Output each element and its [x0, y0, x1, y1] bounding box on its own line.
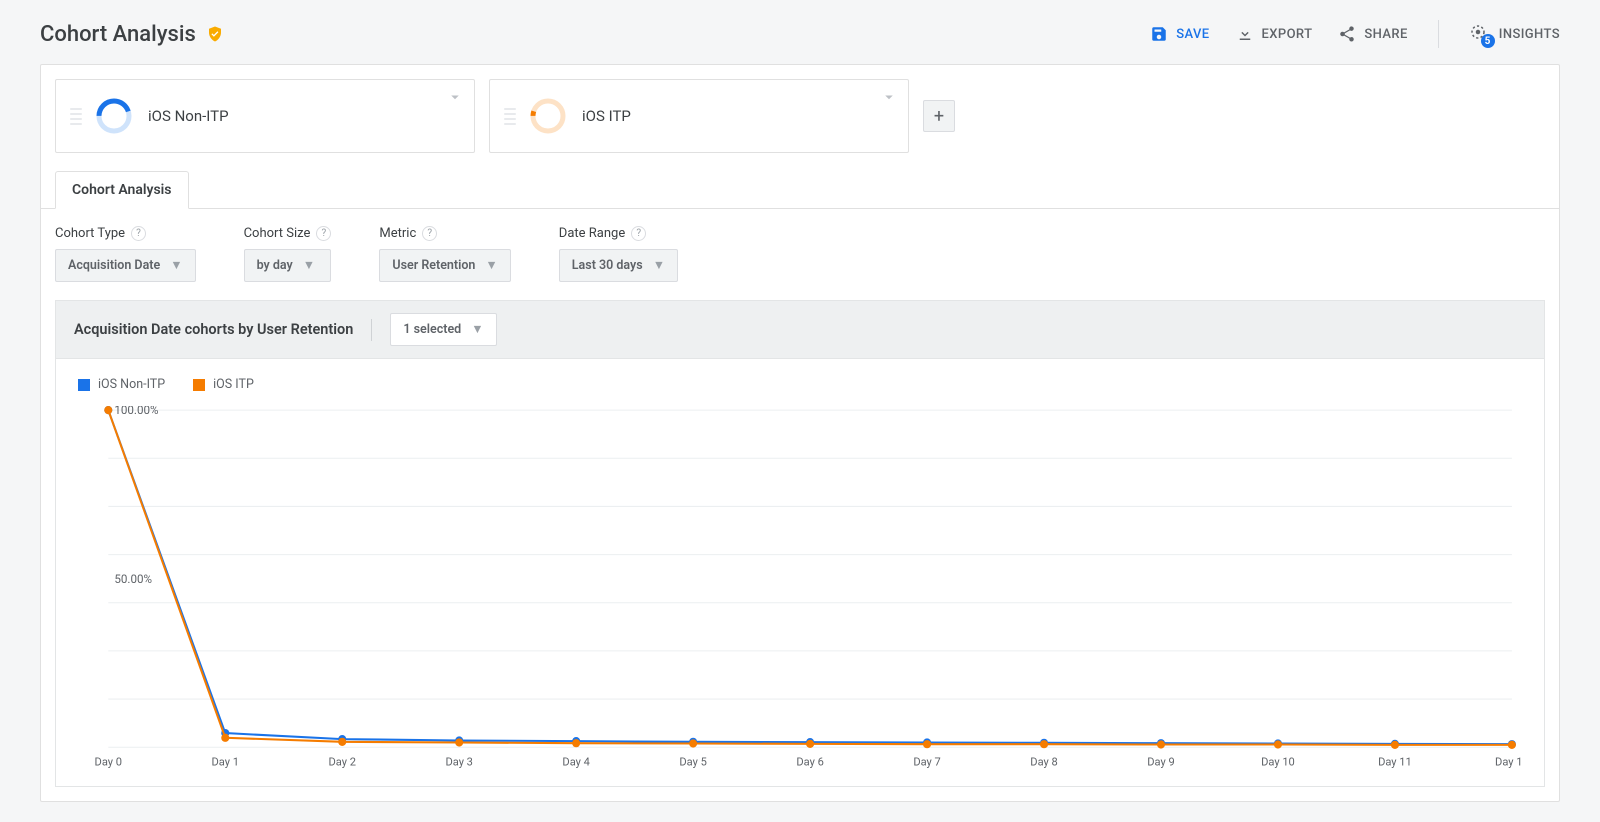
save-icon — [1150, 25, 1168, 43]
share-button[interactable]: SHARE — [1338, 25, 1407, 43]
legend-label: iOS ITP — [213, 377, 254, 392]
segment-row: iOS Non-ITP iOS ITP + — [41, 65, 1559, 153]
drag-handle-icon[interactable] — [504, 108, 516, 125]
label-cohort-size: Cohort Size ? — [244, 226, 332, 241]
help-icon[interactable]: ? — [631, 226, 646, 241]
segment-label-0: iOS Non-ITP — [148, 107, 229, 125]
page-header: Cohort Analysis SAVE EXPORT SHARE — [40, 20, 1560, 48]
dropdown-value: 1 selected — [403, 322, 461, 337]
dropdown-value: by day — [257, 258, 293, 273]
svg-text:Day 4: Day 4 — [562, 756, 590, 769]
legend-swatch — [193, 379, 205, 391]
svg-text:50.00%: 50.00% — [114, 572, 152, 586]
segment-card-0[interactable]: iOS Non-ITP — [55, 79, 475, 153]
dropdown-value: User Retention — [392, 258, 475, 273]
svg-text:100.00%: 100.00% — [114, 406, 159, 417]
dropdown-cohort-type[interactable]: Acquisition Date ▼ — [55, 249, 196, 282]
help-icon[interactable]: ? — [316, 226, 331, 241]
divider — [371, 319, 372, 341]
caret-down-icon: ▼ — [485, 258, 497, 273]
insights-icon: 5 — [1469, 23, 1491, 45]
export-label: EXPORT — [1262, 27, 1313, 42]
divider — [1438, 20, 1439, 48]
export-button[interactable]: EXPORT — [1236, 25, 1313, 43]
tab-label: Cohort Analysis — [72, 182, 172, 198]
svg-text:Day 0: Day 0 — [95, 756, 122, 769]
segment-label-1: iOS ITP — [582, 107, 631, 125]
caret-down-icon: ▼ — [303, 258, 315, 273]
dropdown-value: Last 30 days — [572, 258, 643, 273]
save-label: SAVE — [1176, 27, 1209, 42]
share-icon — [1338, 25, 1356, 43]
tab-cohort-analysis[interactable]: Cohort Analysis — [55, 171, 189, 209]
insights-count-badge: 5 — [1481, 34, 1495, 48]
legend-item-0: iOS Non-ITP — [78, 377, 165, 392]
save-button[interactable]: SAVE — [1150, 25, 1209, 43]
chart-title: Acquisition Date cohorts by User Retenti… — [74, 321, 353, 338]
label-cohort-type: Cohort Type ? — [55, 226, 196, 241]
chevron-down-icon — [446, 88, 464, 110]
help-icon[interactable]: ? — [131, 226, 146, 241]
svg-text:Day 6: Day 6 — [796, 756, 823, 769]
dropdown-chart-selector[interactable]: 1 selected ▼ — [390, 313, 496, 346]
chevron-down-icon — [880, 88, 898, 110]
dropdown-cohort-size[interactable]: by day ▼ — [244, 249, 332, 282]
svg-text:Day 3: Day 3 — [445, 756, 472, 769]
verified-shield-icon — [206, 24, 224, 44]
caret-down-icon: ▼ — [653, 258, 665, 273]
legend-label: iOS Non-ITP — [98, 377, 165, 392]
download-icon — [1236, 25, 1254, 43]
svg-text:Day 5: Day 5 — [679, 756, 706, 769]
main-panel: iOS Non-ITP iOS ITP + Cohort Analysis — [40, 64, 1560, 802]
retention-line-chart: 100.00% 50.00% Day 0 Day 1 Day 2 Day 3 Day 4 Da… — [78, 406, 1522, 776]
dropdown-value: Acquisition Date — [68, 258, 160, 273]
svg-text:Day 11: Day 11 — [1378, 756, 1412, 769]
segment-ring-1 — [528, 96, 568, 136]
legend-item-1: iOS ITP — [193, 377, 254, 392]
legend-swatch — [78, 379, 90, 391]
label-metric: Metric ? — [379, 226, 510, 241]
share-label: SHARE — [1364, 27, 1407, 42]
insights-button[interactable]: 5 INSIGHTS — [1469, 23, 1560, 45]
svg-text:Day 10: Day 10 — [1261, 756, 1295, 769]
dropdown-metric[interactable]: User Retention ▼ — [379, 249, 510, 282]
svg-text:Day 8: Day 8 — [1030, 756, 1057, 769]
controls-row: Cohort Type ? Acquisition Date ▼ Cohort … — [41, 210, 1559, 300]
page-title: Cohort Analysis — [40, 22, 196, 47]
drag-handle-icon[interactable] — [70, 108, 82, 125]
svg-text:Day 1: Day 1 — [212, 756, 239, 769]
add-segment-button[interactable]: + — [923, 100, 955, 132]
chart-panel: Acquisition Date cohorts by User Retenti… — [55, 300, 1545, 787]
svg-text:Day 9: Day 9 — [1147, 756, 1174, 769]
segment-ring-0 — [94, 96, 134, 136]
help-icon[interactable]: ? — [422, 226, 437, 241]
svg-text:Day 12: Day 12 — [1495, 756, 1522, 769]
svg-text:Day 7: Day 7 — [913, 756, 940, 769]
dropdown-date-range[interactable]: Last 30 days ▼ — [559, 249, 678, 282]
insights-label: INSIGHTS — [1499, 27, 1560, 42]
segment-card-1[interactable]: iOS ITP — [489, 79, 909, 153]
svg-text:Day 2: Day 2 — [328, 756, 355, 769]
chart-legend: iOS Non-ITP iOS ITP — [78, 377, 1522, 392]
caret-down-icon: ▼ — [170, 258, 182, 273]
caret-down-icon: ▼ — [471, 322, 483, 337]
label-date-range: Date Range ? — [559, 226, 678, 241]
